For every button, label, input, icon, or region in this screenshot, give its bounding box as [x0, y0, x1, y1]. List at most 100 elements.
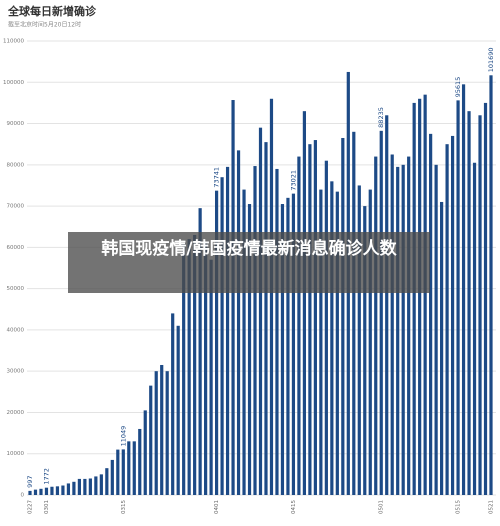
bar — [275, 168, 279, 496]
bar — [352, 131, 356, 496]
bar — [198, 208, 202, 495]
bar — [72, 481, 76, 495]
bar — [445, 144, 449, 495]
bar — [269, 98, 274, 496]
bar — [440, 201, 444, 496]
bar — [407, 156, 411, 495]
bar — [127, 441, 131, 495]
bar — [39, 488, 43, 495]
bar — [220, 177, 224, 495]
bar — [55, 486, 60, 495]
bar — [116, 449, 120, 495]
bar — [132, 441, 136, 495]
bar — [368, 189, 372, 495]
bar — [330, 181, 334, 495]
bar — [176, 325, 180, 495]
bar — [247, 204, 252, 495]
bar — [121, 449, 125, 495]
bar — [61, 485, 65, 495]
bar — [44, 487, 49, 495]
x-tick-label: 0315 — [121, 500, 127, 514]
bar — [313, 140, 317, 495]
bar — [434, 164, 438, 495]
overlay-banner: 韩国现疫情/韩国疫情最新消息确诊人数 — [68, 232, 430, 293]
y-tick-label: 50000 — [7, 286, 25, 292]
x-tick-label: 0227 — [28, 500, 34, 514]
bar — [77, 478, 81, 495]
bar — [456, 100, 460, 495]
bar — [291, 193, 296, 495]
x-tick-label: 0515 — [456, 500, 462, 514]
bar — [193, 234, 197, 495]
bar — [258, 127, 263, 495]
bar — [138, 428, 142, 495]
x-tick-label: 0301 — [44, 500, 50, 514]
chart-title: 全球每日新增确诊 — [7, 4, 97, 18]
bar — [154, 371, 158, 495]
value-label: 88235 — [377, 107, 385, 128]
bar — [423, 94, 427, 496]
bar — [483, 102, 488, 495]
bar — [429, 133, 433, 495]
bar — [286, 197, 290, 495]
x-tick-label: 0401 — [214, 500, 220, 514]
bar — [165, 371, 169, 495]
bar — [357, 185, 361, 496]
bar — [66, 483, 71, 495]
bar — [324, 160, 328, 495]
bar — [253, 166, 257, 495]
value-label: 73021 — [289, 170, 297, 191]
value-label: 1772 — [42, 468, 50, 485]
bar — [396, 166, 400, 495]
bar — [379, 130, 383, 496]
bar — [28, 490, 32, 495]
bar — [50, 486, 54, 495]
bar — [450, 135, 455, 495]
bar — [231, 100, 235, 496]
bar — [204, 243, 208, 495]
value-label: 101690 — [487, 47, 495, 72]
value-label: 73741 — [213, 167, 221, 188]
bar — [225, 166, 230, 495]
bar — [319, 189, 323, 495]
bar — [280, 204, 285, 495]
x-tick-label: 0521 — [489, 500, 495, 514]
bar — [209, 259, 213, 495]
y-tick-label: 90000 — [7, 121, 25, 127]
y-tick-label: 60000 — [7, 245, 25, 251]
bar — [335, 191, 339, 496]
value-label: 997 — [26, 475, 34, 487]
bar — [302, 111, 307, 495]
bar — [412, 102, 416, 495]
y-tick-label: 80000 — [7, 162, 25, 168]
bar — [467, 111, 471, 495]
bar — [341, 137, 345, 495]
bar — [171, 313, 175, 495]
bar — [401, 164, 405, 495]
bar — [182, 243, 186, 495]
value-label: 11049 — [119, 426, 127, 447]
bar — [363, 206, 367, 495]
bar — [472, 162, 477, 495]
y-tick-label: 10000 — [7, 451, 25, 457]
chart-subtitle: 截至北京时间5月20日12时 — [8, 21, 81, 29]
bar — [99, 474, 103, 495]
y-tick-label: 30000 — [7, 369, 25, 375]
bar — [242, 189, 246, 495]
x-tick-label: 0415 — [291, 500, 297, 514]
bar — [385, 115, 389, 496]
bar — [461, 84, 466, 495]
bar — [88, 478, 92, 495]
bar — [83, 478, 87, 495]
y-tick-label: 110000 — [3, 39, 24, 45]
y-tick-label: 40000 — [7, 327, 25, 333]
bar — [149, 385, 153, 495]
bar — [105, 468, 109, 495]
bar — [374, 156, 378, 495]
bar — [418, 98, 422, 496]
bar — [110, 459, 114, 495]
bar — [297, 156, 301, 495]
bar — [94, 476, 98, 495]
bar — [33, 489, 38, 495]
